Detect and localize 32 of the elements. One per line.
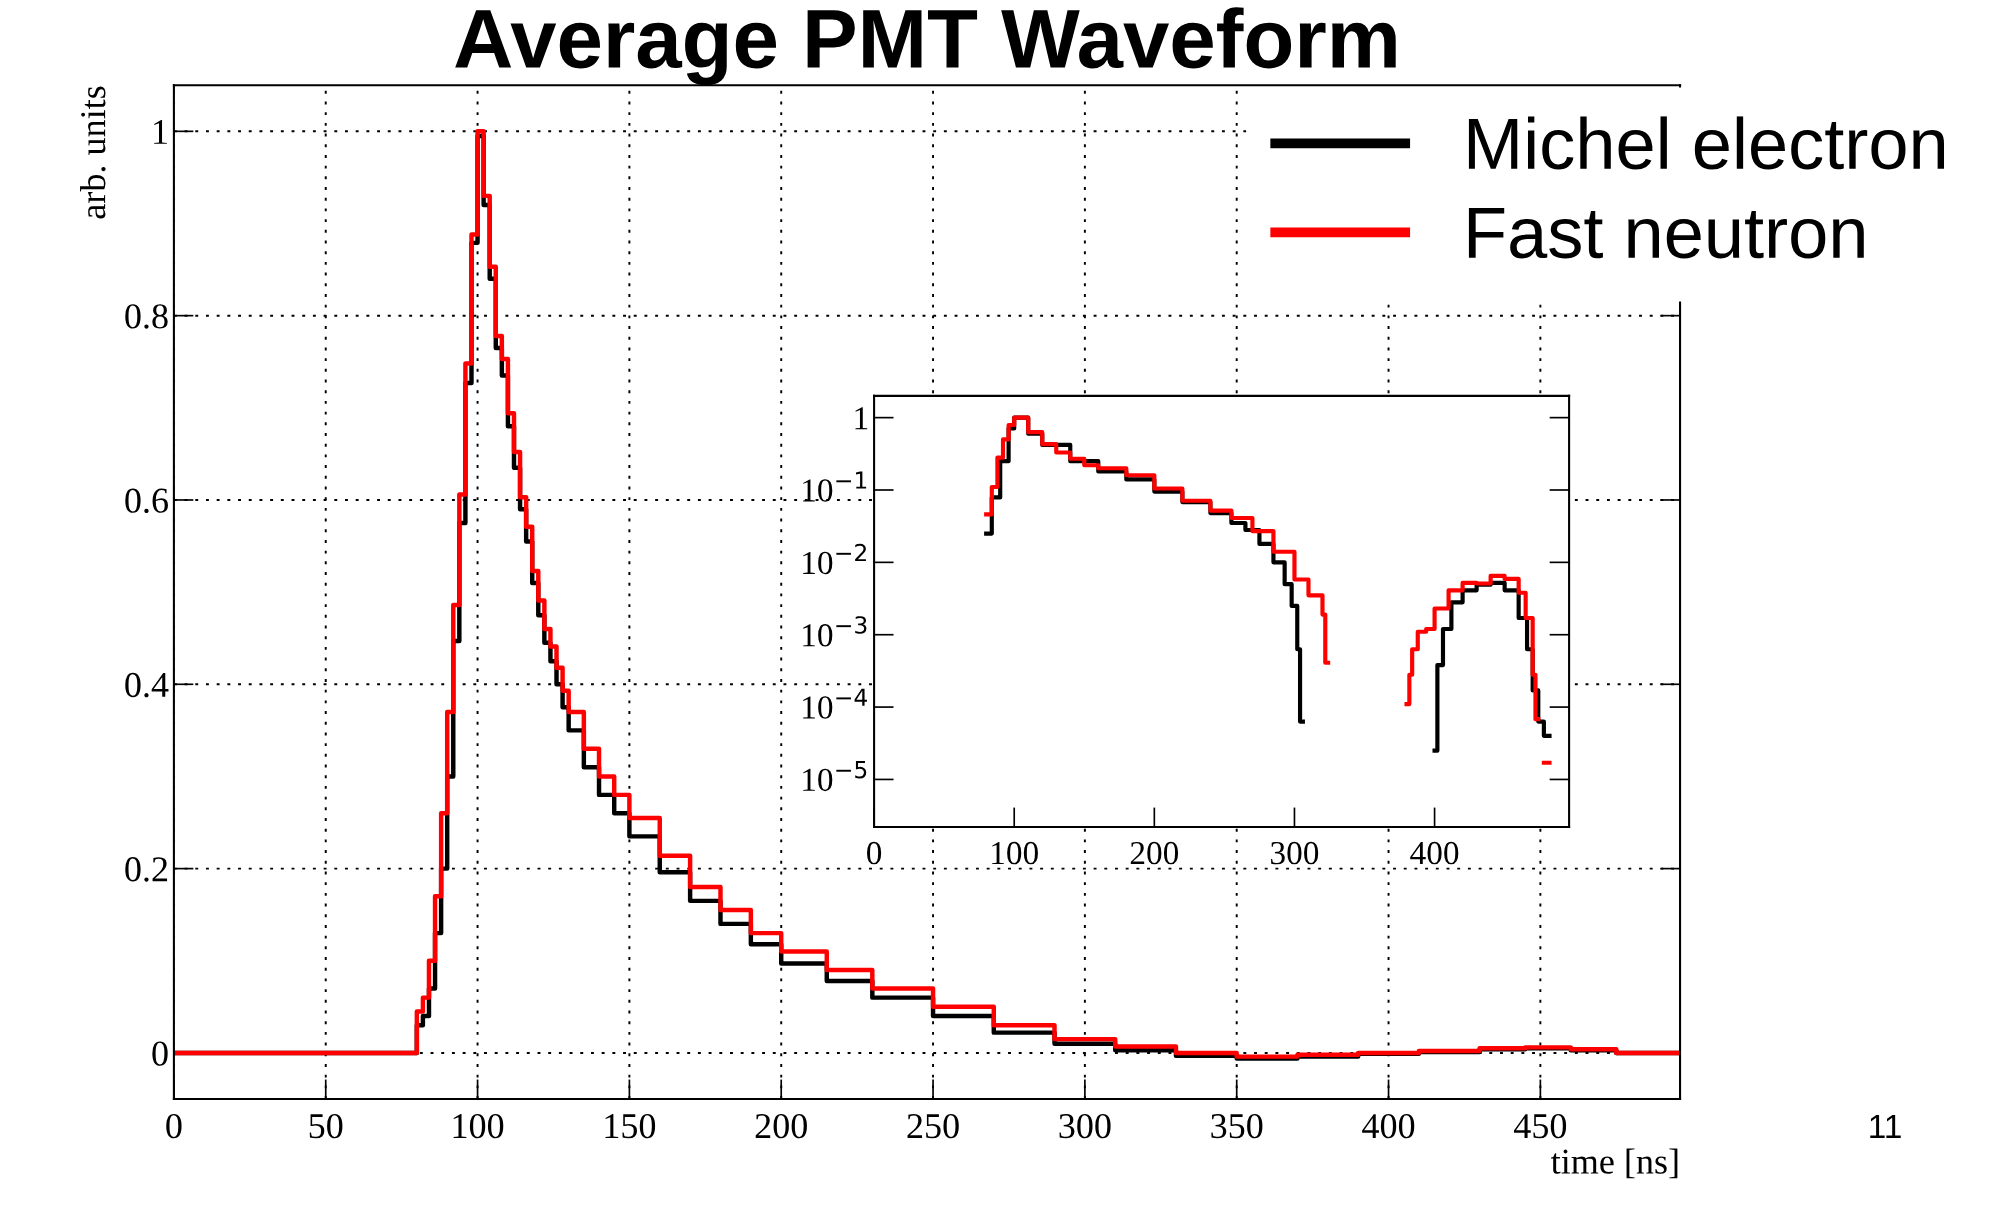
x-tick-label: 400 — [1362, 1113, 1415, 1139]
y-tick-label: 10$^{−5}$ — [803, 761, 867, 792]
x-tick-label: 200 — [1130, 841, 1179, 865]
x-tick-label: 300 — [1059, 1113, 1111, 1139]
y-tick-label: 0 — [152, 1041, 168, 1066]
x-tick-label: 150 — [605, 1113, 656, 1139]
x-tick-label: 200 — [755, 1113, 807, 1139]
x-tick-label: 450 — [1513, 1113, 1567, 1139]
x-axis-title: time [ns] — [1551, 1148, 1678, 1179]
y-tick-label: 0.2 — [125, 857, 168, 882]
x-tick-label: 350 — [1211, 1113, 1263, 1139]
x-tick-label: 300 — [1271, 841, 1319, 865]
y-tick-label: 10$^{−1}$ — [803, 471, 867, 502]
y-axis-title: arb. units — [80, 86, 106, 219]
y-tick-label: 1 — [154, 120, 167, 144]
y-tick-label: 10$^{−4}$ — [803, 688, 867, 719]
y-tick-label: 10$^{−2}$ — [803, 543, 866, 575]
text: 11 — [1870, 1115, 1901, 1138]
legend-label: Michel electron — [1468, 116, 1945, 170]
x-tick-label: 100 — [992, 841, 1038, 865]
y-tick-label: 1 — [855, 407, 868, 430]
y-tick-label: 10$^{−3}$ — [803, 616, 867, 647]
y-tick-label: 0.4 — [125, 672, 169, 698]
x-tick-label: 250 — [907, 1113, 959, 1139]
x-tick-label: 100 — [453, 1113, 504, 1139]
legend-label: Fast neutron — [1468, 208, 1864, 259]
x-tick-label: 0 — [867, 841, 882, 865]
y-tick-label: 0.8 — [125, 304, 168, 329]
x-tick-label: 400 — [1410, 841, 1459, 865]
x-tick-label: 50 — [309, 1113, 343, 1139]
y-tick-label: 0.6 — [125, 488, 168, 514]
chart-title: Average PMT Waveform — [455, 7, 1396, 86]
